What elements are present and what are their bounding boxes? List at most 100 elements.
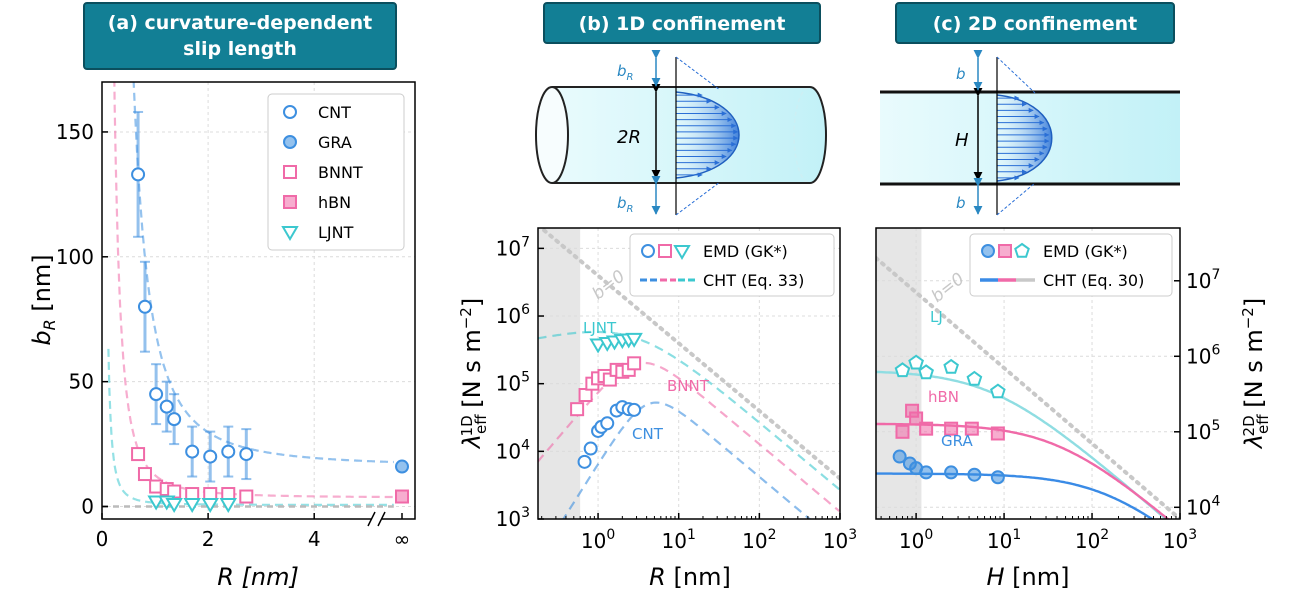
ann-b-zero-c: b=0 [928,269,969,307]
b-ylabel: λeff1D [N s m−2] [457,298,490,450]
title-c-text: (c) 2D confinement [933,13,1137,35]
point-cnt [167,412,182,427]
point-hbn [919,421,934,436]
point-gra [944,465,959,480]
legend-marker-hbn [283,195,297,209]
schematic-slit: b H b [880,49,1180,216]
point-gra [919,465,934,480]
point-cnt [185,444,200,459]
point-hbn [944,421,959,436]
a-xlabel: R [nm] [217,563,299,591]
point-lj [990,383,1006,399]
point-hbn [964,421,979,436]
point-ljnt [589,338,607,354]
a-guide-curve [107,348,394,506]
title-b-text: (b) 1D confinement [579,13,786,35]
c-xlabel: H [nm] [987,563,1070,591]
a-ytick: 0 [81,495,94,519]
schem-c-top-label: b [956,65,966,83]
schem-b-bottom-label: bR [617,194,633,215]
point-hbn [909,411,924,426]
b-xtick: 100 [581,527,615,553]
legend-b-circle [641,244,655,258]
point-bnnt [627,356,642,371]
legend-marker-gra [283,135,297,149]
schem-h-label: H [955,130,969,151]
legend-c-pentagon [1014,242,1030,258]
point-ljnt [165,498,183,514]
point-bnnt [570,402,585,417]
point-bnnt [137,467,152,482]
a-guide-curve [113,82,394,499]
point-cnt [239,447,254,462]
b-ytick: 106 [496,302,530,328]
point-hbn [895,424,910,439]
b-xtick: 103 [823,527,857,553]
b-cht-curve [538,330,840,491]
point-cnt [149,387,164,402]
point-cnt [131,167,146,182]
schematic-nanotube: bR 2R bR [535,49,827,216]
c-xtick: 100 [899,527,933,553]
c-ylabel: λeff2D [N s m−2] [1239,298,1272,450]
panel-b: 100 101 102 103 103 104 105 106 107 R [nm] λeff1… [457,227,857,591]
legend-a-label: CNT [318,103,351,122]
b-ytick: 105 [496,370,530,396]
legend-b-emd: EMD (GK*) [703,242,788,261]
ann-cnt: CNT [632,425,664,443]
point-gra [892,449,907,464]
point-lj [943,358,959,374]
point-cnt [159,399,174,414]
a-ytick: 150 [56,120,94,144]
legend-a-label: LJNT [318,223,354,242]
point-bnnt [239,489,254,504]
schem-2r-label: 2R [617,127,641,148]
point-ljnt [147,495,165,511]
point-ljnt [219,498,238,514]
legend-marker-ljnt [281,226,299,241]
ann-bnnt: BNNT [667,377,710,395]
a-ytick: 100 [56,245,94,269]
ann-gra: GRA [941,432,973,450]
ann-lj: LJ [930,308,943,326]
point-hbn [990,426,1005,441]
c-zero-line [876,256,1180,519]
legend-c-cht: CHT (Eq. 30) [1043,271,1144,290]
b-cht-curve [562,401,812,519]
c-xtick: 103 [1163,527,1197,553]
point-ljnt [625,332,643,348]
panel-c: 100 101 102 103 104 105 106 107 H [nm] λeff2D [… [875,227,1272,591]
point-gra [395,459,409,474]
c-ytick: 105 [1186,418,1220,444]
point-bnnt [578,388,593,403]
point-ljnt [183,498,201,514]
point-lj [908,354,924,370]
point-bnnt [131,447,146,462]
point-hbn [395,489,409,504]
c-xtick: 101 [987,527,1021,553]
a-xtick: 2 [202,527,215,551]
point-cnt [203,449,218,464]
point-lj [966,370,983,386]
a-xtick: ∞ [394,527,411,551]
panel-a: 0 2 4 ∞ 0 50 100 150 R [nm] bR [nm] CNT GRA BNNT h… [28,81,416,591]
ann-ljnt: LJNT [583,319,617,337]
legend-a-label: BNNT [318,163,363,182]
schem-c-bottom-label: b [956,194,966,212]
b-ytick: 103 [496,505,530,531]
a-ytick: 50 [69,370,94,394]
point-cnt [583,441,598,456]
title-c: (c) 2D confinement [895,2,1175,44]
legend-c-emd: EMD (GK*) [1043,242,1128,261]
legend-c-circle [981,244,995,258]
a-xtick: 4 [308,527,321,551]
legend-a-label: GRA [318,133,352,152]
title-a-line1: (a) curvature-dependent [108,12,373,34]
b-xtick: 101 [662,527,696,553]
legend-a-label: hBN [318,193,351,212]
point-cnt [600,416,615,431]
legend-b-cht: CHT (Eq. 33) [703,271,804,290]
point-cnt [137,299,152,314]
point-cnt [627,402,642,417]
